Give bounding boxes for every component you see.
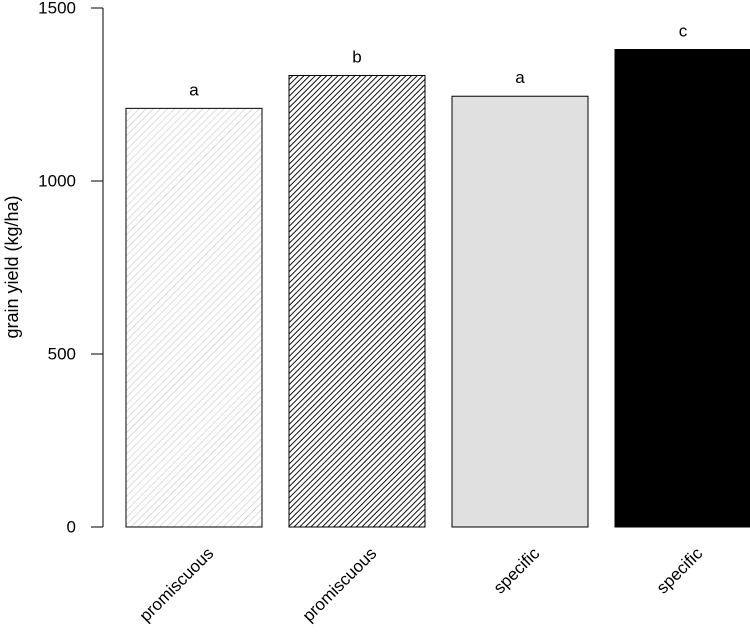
y-axis: 0 500 1000 1500	[38, 0, 104, 537]
bar-3	[451, 95, 589, 528]
category-label: promiscuous	[136, 544, 218, 626]
category-label: specific	[490, 544, 544, 598]
y-tick-label: 1500	[38, 0, 76, 18]
category-label: promiscuous	[299, 544, 381, 626]
y-tick-label: 500	[48, 345, 76, 364]
y-tick-label: 0	[67, 518, 76, 537]
y-tick-label: 1000	[38, 172, 76, 191]
category-label: specific	[653, 544, 707, 598]
y-axis-title: grain yield (kg/ha)	[2, 195, 22, 338]
category-labels-group: promiscuous promiscuous specific specific	[136, 544, 707, 626]
bars-group	[125, 49, 750, 528]
bar-2	[288, 74, 426, 528]
bar-1	[125, 107, 263, 528]
significance-letter: a	[515, 68, 525, 87]
significance-letters-group: a b a c	[189, 22, 687, 100]
significance-letter: c	[679, 22, 688, 41]
significance-letter: b	[352, 47, 361, 66]
significance-letter: a	[189, 80, 199, 99]
bar-4	[614, 49, 750, 528]
